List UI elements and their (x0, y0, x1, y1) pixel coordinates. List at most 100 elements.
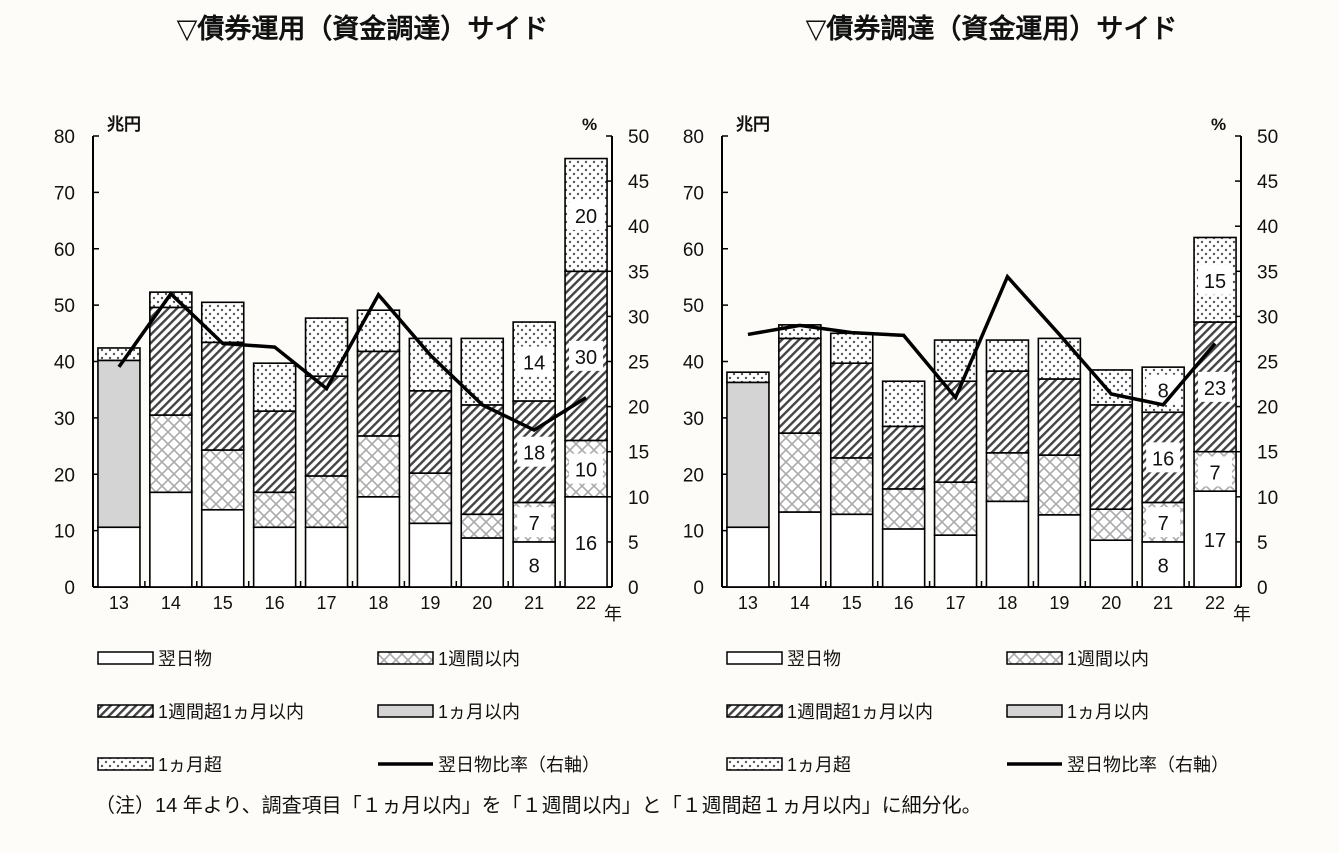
bar-segment (460, 337, 505, 406)
bar-segment (1037, 337, 1082, 380)
legend-swatch (97, 757, 154, 771)
legend-item: 1週間以内 (377, 649, 520, 669)
y2-tick-label: 50 (628, 127, 649, 148)
data-label: 15 (1204, 271, 1226, 293)
bar-segment (356, 350, 401, 437)
data-label: 8 (1158, 381, 1169, 403)
data-label-bg (1198, 456, 1233, 487)
y2-tick-label: 40 (628, 217, 649, 238)
bar-segment (149, 414, 193, 494)
legend-item: 1週間超1ヵ月以内 (97, 702, 304, 722)
data-label: 8 (529, 555, 540, 577)
x-tick-label: 20 (1101, 593, 1121, 613)
data-label: 16 (575, 533, 597, 555)
legend-swatch (1006, 651, 1063, 665)
data-label: 10 (575, 460, 597, 482)
bar-segment (726, 371, 770, 384)
y-tick-label: 0 (64, 578, 75, 599)
data-label: 20 (575, 206, 597, 228)
x-tick-label: 19 (1049, 593, 1069, 613)
x-tick-label: 17 (317, 593, 337, 613)
y-tick-label: 30 (54, 409, 75, 430)
legend-label: 1週間超1ヵ月以内 (787, 702, 933, 722)
y2-tick-label: 35 (628, 262, 649, 283)
x-tick-label: 17 (946, 593, 966, 613)
legend-item: 翌日物 (97, 649, 212, 669)
y-tick-label: 10 (54, 522, 75, 543)
y-tick-label: 80 (54, 127, 75, 148)
legend-swatch (377, 651, 434, 665)
bar-segment (933, 534, 978, 588)
x-tick-label: 14 (161, 593, 181, 613)
legend-label: 翌日物 (158, 649, 212, 669)
legend-item: 翌日物 (726, 649, 841, 669)
bar-segment (149, 491, 193, 588)
bar-segment (149, 306, 193, 416)
bar-segment (252, 491, 297, 529)
x-tick-label: 15 (842, 593, 862, 613)
data-label-bg (517, 346, 552, 377)
legend-label: 1週間以内 (438, 649, 520, 669)
y2-tick-label: 50 (1257, 127, 1278, 148)
y-tick-label: 30 (683, 409, 704, 430)
x-tick-label: 13 (109, 593, 129, 613)
data-label-bg (517, 549, 552, 580)
data-label-bg (1146, 507, 1181, 538)
legend-item: 1ヵ月超 (97, 755, 222, 775)
y-tick-label: 0 (693, 578, 704, 599)
legend-label: 翌日物 (787, 649, 841, 669)
y-tick-label: 20 (683, 465, 704, 486)
x-tick-label: 20 (472, 593, 492, 613)
footnote: （注）14 年より、調査項目「１ヵ月以内」を「１週間以内」と「１週間超１ヵ月以内… (95, 794, 982, 817)
bar-segment (778, 337, 822, 434)
y2-tick-label: 10 (1257, 488, 1278, 509)
x-tick-label: 21 (1153, 593, 1173, 613)
bar-segment (356, 435, 401, 498)
bar-segment (200, 508, 245, 588)
bar-segment (881, 425, 926, 490)
bar-segment (985, 370, 1030, 454)
bar-segment (985, 500, 1030, 588)
x-axis-unit: 年 (604, 604, 622, 624)
bar-segment (829, 513, 874, 588)
y2-tick-label: 40 (1257, 217, 1278, 238)
data-label-bg (1146, 549, 1181, 580)
bar-segment (200, 449, 245, 511)
bar-segment (200, 341, 245, 451)
legend-item: 1ヵ月以内 (1006, 702, 1149, 722)
bar-segment (726, 526, 770, 588)
data-label-bg (1146, 442, 1181, 473)
x-tick-label: 18 (997, 593, 1017, 613)
y2-tick-label: 20 (628, 398, 649, 419)
x-tick-label: 22 (576, 593, 596, 613)
legend-label: 1ヵ月超 (158, 755, 222, 775)
bar-segment (829, 332, 874, 364)
legend-item: 1ヵ月超 (726, 755, 851, 775)
bar-segment (356, 309, 401, 353)
data-label-bg (517, 507, 552, 538)
chart-title: ▽債券運用（資金調達）サイド (177, 13, 549, 44)
ratio-line (117, 291, 587, 433)
legend-swatch (1006, 704, 1063, 718)
y-tick-label: 80 (683, 127, 704, 148)
legend-swatch (97, 651, 154, 665)
x-axis-unit: 年 (1233, 604, 1251, 624)
data-label: 7 (529, 513, 540, 535)
bar-segment (1037, 454, 1082, 516)
bar-segment (1089, 539, 1134, 588)
legend-item: 翌日物比率（右軸） (1007, 755, 1229, 775)
bar-segment (97, 347, 141, 362)
legend-item: 1週間以内 (1006, 649, 1149, 669)
data-label: 7 (1158, 513, 1169, 535)
x-tick-label: 22 (1205, 593, 1225, 613)
bar-segment (933, 481, 978, 536)
y2-axis-unit: % (582, 115, 597, 134)
bar-segment (304, 475, 349, 529)
bar-segment (881, 380, 926, 428)
legend-item: 1週間超1ヵ月以内 (726, 702, 933, 722)
legend-label: 1ヵ月以内 (438, 702, 520, 722)
data-label-bg (569, 453, 604, 484)
